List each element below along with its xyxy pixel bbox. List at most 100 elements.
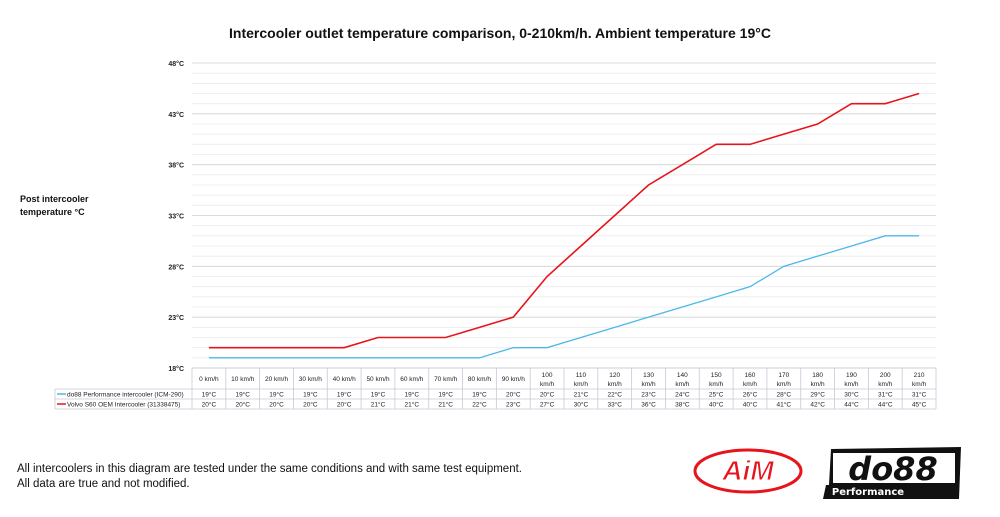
x-tick-label: 180 <box>812 372 823 379</box>
data-cell: 20°C <box>269 401 284 409</box>
do88-logo: do88 Performance <box>823 447 961 499</box>
y-tick-label: 18°C <box>168 365 184 373</box>
x-tick-label: 110 <box>576 372 587 379</box>
data-cell: 19°C <box>472 391 487 399</box>
data-cell: 19°C <box>235 391 250 399</box>
x-tick-label-unit: km/h <box>844 381 858 388</box>
data-cell: 31°C <box>878 391 893 399</box>
data-cell: 21°C <box>438 401 453 409</box>
data-cell: 19°C <box>303 391 318 399</box>
data-cell: 33°C <box>607 401 622 409</box>
data-cell: 20°C <box>202 401 217 409</box>
data-cell: 19°C <box>269 391 284 399</box>
x-tick-label-unit: km/h <box>574 381 588 388</box>
data-cell: 23°C <box>506 401 521 409</box>
data-cell: 40°C <box>743 401 758 409</box>
data-cell: 19°C <box>337 391 352 399</box>
legend-label: Volvo S60 OEM Intercooler (31338475) <box>67 402 180 409</box>
data-cell: 38°C <box>675 401 690 409</box>
data-cell: 31°C <box>912 391 927 399</box>
x-tick-label: 120 <box>609 372 620 379</box>
data-cell: 21°C <box>371 401 386 409</box>
data-cell: 44°C <box>878 401 893 409</box>
x-tick-label: 140 <box>677 372 688 379</box>
footnote-line-1: All intercoolers in this diagram are tes… <box>17 463 522 475</box>
x-tick-label: 0 km/h <box>199 376 219 383</box>
data-cell: 30°C <box>844 391 859 399</box>
data-cell: 28°C <box>777 391 792 399</box>
x-tick-label-unit: km/h <box>743 381 757 388</box>
chart-title: Intercooler outlet temperature compariso… <box>229 25 771 41</box>
x-tick-label: 30 km/h <box>299 376 323 383</box>
data-cell: 20°C <box>540 391 555 399</box>
y-axis-label: Post intercooler temperature °C <box>20 194 89 217</box>
x-tick-label-unit: km/h <box>709 381 723 388</box>
x-tick-label: 160 <box>745 372 756 379</box>
data-cell: 26°C <box>743 391 758 399</box>
x-tick-label: 20 km/h <box>265 376 289 383</box>
series-line-do88 <box>208 235 920 359</box>
data-cell: 19°C <box>371 391 386 399</box>
data-cell: 30°C <box>574 401 589 409</box>
x-tick-label: 130 <box>643 372 654 379</box>
x-tick-label-unit: km/h <box>912 381 926 388</box>
x-tick-label: 150 <box>711 372 722 379</box>
x-tick-label-unit: km/h <box>811 381 825 388</box>
data-cell: 24°C <box>675 391 690 399</box>
x-tick-label: 210 <box>914 372 925 379</box>
y-tick-label: 48°C <box>168 60 184 68</box>
data-cell: 20°C <box>303 401 318 409</box>
data-cell: 29°C <box>810 391 825 399</box>
x-tick-label-unit: km/h <box>878 381 892 388</box>
x-tick-label: 10 km/h <box>231 376 255 383</box>
data-cell: 41°C <box>777 401 792 409</box>
svg-text:do88: do88 <box>848 450 937 488</box>
x-tick-label-unit: km/h <box>777 381 791 388</box>
x-tick-label: 100 <box>542 372 553 379</box>
y-tick-label: 43°C <box>168 111 184 119</box>
x-tick-label: 170 <box>778 372 789 379</box>
data-cell: 44°C <box>844 401 859 409</box>
data-cell: 22°C <box>607 391 622 399</box>
legend-label: do88 Performance intercooler (ICM-290) <box>67 392 184 399</box>
x-tick-label: 80 km/h <box>468 376 492 383</box>
data-cell: 45°C <box>912 401 927 409</box>
footnote: All intercoolers in this diagram are tes… <box>17 462 522 492</box>
data-cell: 25°C <box>709 391 724 399</box>
x-tick-label: 190 <box>846 372 857 379</box>
svg-text:AiM: AiM <box>721 455 774 486</box>
data-cell: 20°C <box>506 391 521 399</box>
data-cell: 19°C <box>202 391 217 399</box>
data-cell: 40°C <box>709 401 724 409</box>
x-tick-label: 90 km/h <box>502 376 526 383</box>
data-cell: 20°C <box>337 401 352 409</box>
y-tick-label: 38°C <box>168 162 184 170</box>
data-cell: 23°C <box>641 391 656 399</box>
x-tick-label: 40 km/h <box>333 376 357 383</box>
svg-text:Performance: Performance <box>832 487 904 498</box>
x-tick-label: 50 km/h <box>366 376 390 383</box>
x-tick-label: 70 km/h <box>434 376 458 383</box>
x-tick-label: 60 km/h <box>400 376 424 383</box>
x-tick-label-unit: km/h <box>608 381 622 388</box>
y-tick-label: 33°C <box>168 213 184 221</box>
data-cell: 20°C <box>235 401 250 409</box>
aim-logo: AiM <box>693 448 803 494</box>
y-tick-label: 28°C <box>168 263 184 271</box>
data-cell: 21°C <box>405 401 420 409</box>
x-tick-label-unit: km/h <box>641 381 655 388</box>
footnote-line-2: All data are true and not modified. <box>17 478 190 490</box>
x-tick-label-unit: km/h <box>540 381 554 388</box>
data-cell: 19°C <box>405 391 420 399</box>
data-cell: 21°C <box>574 391 589 399</box>
y-tick-label: 23°C <box>168 314 184 322</box>
data-cell: 42°C <box>810 401 825 409</box>
data-cell: 19°C <box>438 391 453 399</box>
data-cell: 27°C <box>540 401 555 409</box>
x-tick-label-unit: km/h <box>675 381 689 388</box>
data-cell: 36°C <box>641 401 656 409</box>
data-cell: 22°C <box>472 401 487 409</box>
series-line-volvo-oem <box>208 92 920 349</box>
